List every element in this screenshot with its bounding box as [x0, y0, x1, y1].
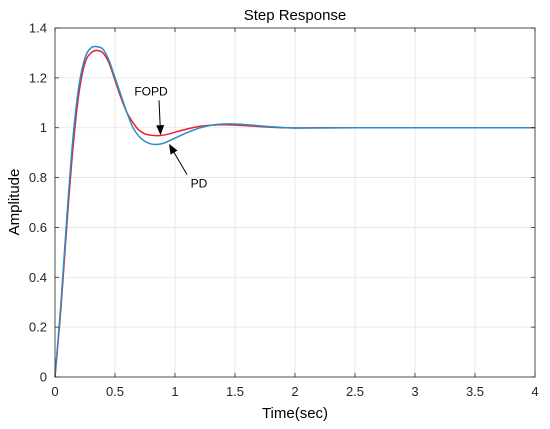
- y-tick-label: 0.4: [29, 270, 47, 285]
- y-tick-label: 1.2: [29, 70, 47, 85]
- x-tick-label: 0.5: [106, 384, 124, 399]
- x-tick-label: 4: [531, 384, 538, 399]
- y-tick-label: 0.8: [29, 170, 47, 185]
- x-tick-label: 2: [291, 384, 298, 399]
- annotation-label: FOPD: [134, 84, 168, 98]
- chart-title: Step Response: [244, 7, 347, 24]
- y-axis-title: Amplitude: [6, 169, 23, 236]
- x-tick-label: 3: [411, 384, 418, 399]
- x-tick-label: 1.5: [226, 384, 244, 399]
- tick-group: 0 0.5 1 1.5 2 2.5 3 3.5 4 0 0.2 0.4 0.6 0.8 1 1.2 1.4: [29, 21, 539, 400]
- annotation-arrow-head: [156, 125, 165, 136]
- x-tick-label: 3.5: [466, 384, 484, 399]
- y-tick-label: 0: [40, 370, 47, 385]
- annotation-arrow-line: [173, 152, 188, 175]
- series-group: [54, 45, 535, 378]
- y-tick-label: 0.6: [29, 220, 47, 235]
- x-tick-label: 2.5: [346, 384, 364, 399]
- annotation-arrow-line: [158, 100, 161, 126]
- annotation-group: FOPD PD: [134, 84, 207, 190]
- x-tick-label: 0: [51, 384, 58, 399]
- series-line-blue: [54, 45, 535, 378]
- annotation-arrow-head: [169, 143, 178, 155]
- x-axis-title: Time(sec): [262, 405, 328, 422]
- y-tick-label: 1.4: [29, 21, 47, 36]
- annotation-label: PD: [191, 177, 208, 191]
- y-tick-label: 0.2: [29, 320, 47, 335]
- y-tick-label: 1: [40, 120, 47, 135]
- x-tick-label: 1: [171, 384, 178, 399]
